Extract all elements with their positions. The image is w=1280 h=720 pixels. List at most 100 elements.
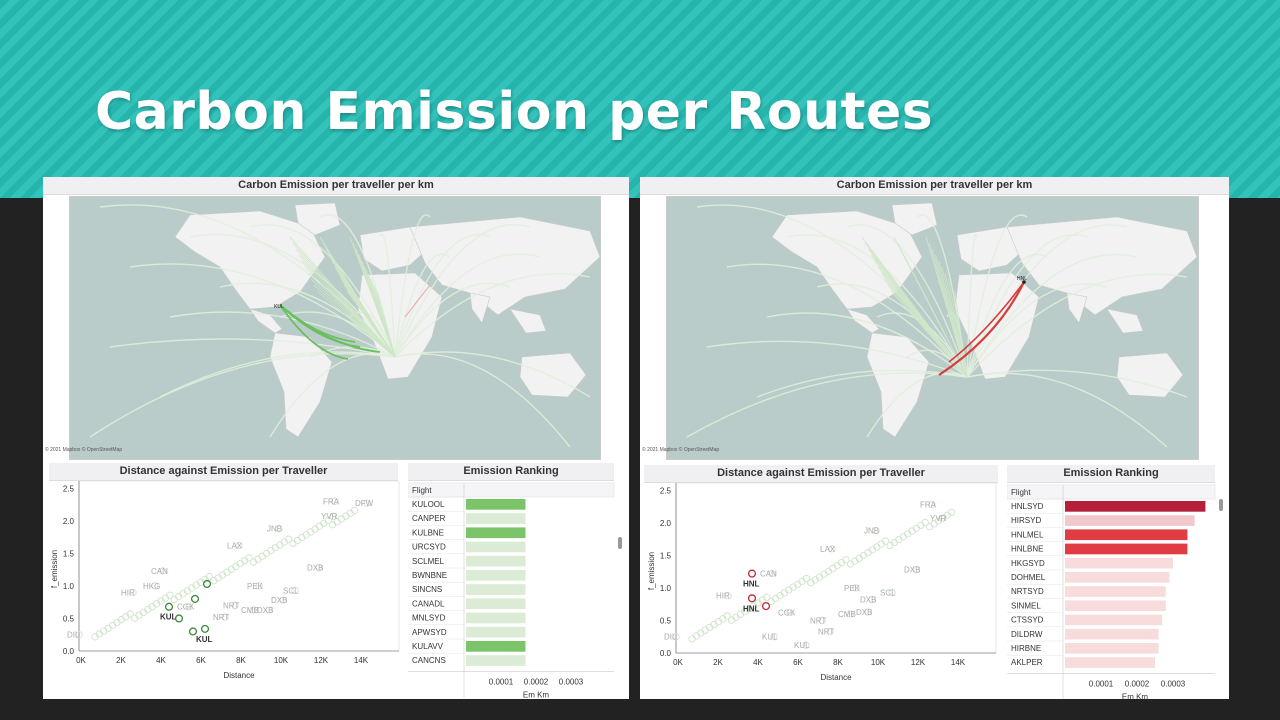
ranking-flight-label: HNLBNE <box>1011 545 1043 554</box>
highlight-route <box>938 281 1025 376</box>
faded-point <box>75 631 83 639</box>
map-attribution: © 2021 Mapbox © OpenStreetMap <box>642 447 720 453</box>
faded-point <box>324 516 332 525</box>
ranking-flight-label: BWNBNE <box>412 571 447 580</box>
route-map[interactable]: HNL <box>666 196 1199 460</box>
ranking-bar <box>466 555 526 567</box>
faded-point <box>249 606 257 614</box>
faded-point-label: HIR <box>716 592 730 601</box>
ranking-flight-label: MNLSYD <box>412 614 446 623</box>
faded-point-label: DFW <box>355 499 374 508</box>
title-banner <box>0 0 1280 198</box>
faded-point <box>770 633 778 641</box>
x-tick-label: 12K <box>911 658 926 667</box>
ranking-x-tick: 0.0003 <box>1161 679 1186 688</box>
highlight-route <box>279 304 349 360</box>
x-tick-label: 8K <box>833 658 843 667</box>
scatter-chart[interactable]: 0.0 0.5 1.0 1.5 2.0 2.5 0K 2K 4K 6K 8K 10K 12K 14K Dis… <box>640 465 1001 701</box>
emission-ranking[interactable]: Emission Ranking Flight HNLSYD HIRSYD HNLME… <box>1006 465 1229 701</box>
faded-point <box>888 588 896 597</box>
ranking-flight-label: KULBNE <box>412 528 444 537</box>
faded-point <box>826 627 834 636</box>
ranking-flight-label: SINCNS <box>412 585 442 594</box>
dashboard-left: Carbon Emission per traveller per km KUL… <box>43 177 629 699</box>
map-title: Carbon Emission per traveller per km <box>640 177 1229 195</box>
ranking-bar <box>466 513 526 524</box>
x-tick-label: 4K <box>156 656 166 665</box>
route-arc <box>686 372 968 438</box>
faded-point <box>129 588 137 597</box>
map-highlight-label: KUL <box>274 304 284 310</box>
x-tick-label: 4K <box>753 658 763 667</box>
faded-point-label: DXB <box>860 596 876 605</box>
landmass-9 <box>519 352 587 398</box>
faded-point-label: DXB <box>856 608 872 617</box>
route-arc <box>394 223 531 358</box>
ranking-flight-label: APWSYD <box>412 628 447 637</box>
x-tick-label: 2K <box>713 658 723 667</box>
x-tick-label: 10K <box>871 658 886 667</box>
emission-ranking[interactable]: Emission Ranking Flight KULOOL CANPER KULBN… <box>407 463 622 699</box>
ranking-flight-label: CANCNS <box>412 656 446 665</box>
ranking-bar <box>466 612 526 624</box>
faded-point-label: NRT <box>223 601 239 610</box>
faded-point-label: KUL <box>762 633 778 642</box>
x-axis-title: Distance <box>820 673 852 682</box>
route-arc <box>269 353 396 438</box>
faded-point <box>842 556 850 564</box>
faded-point <box>723 612 731 620</box>
ranking-flight-label: DOHMEL <box>1011 573 1046 582</box>
route-arc <box>394 353 571 448</box>
route-arc <box>109 338 396 358</box>
faded-point-label: YVR <box>321 512 338 521</box>
faded-point-label: DXB <box>271 596 287 605</box>
faded-point <box>151 582 159 590</box>
ranking-title: Emission Ranking <box>408 463 614 481</box>
scrollbar-thumb <box>1219 499 1223 511</box>
faded-point <box>947 508 956 517</box>
faded-point <box>245 554 253 562</box>
faded-point <box>235 541 243 550</box>
ranking-flight-label: HNLSYD <box>1011 502 1044 511</box>
landmass-6 <box>1006 216 1198 316</box>
y-tick-label: 2.5 <box>660 486 672 495</box>
scatter-svg: 0.0 0.5 1.0 1.5 2.0 2.5 0K 2K 4K 6K 8K 10K 12K 14K Dis… <box>647 482 997 682</box>
route-arc <box>846 224 968 378</box>
landmass-7 <box>1066 292 1088 324</box>
ranking-flight-label: DILDRW <box>1011 630 1043 639</box>
highlight-point <box>747 569 757 578</box>
route-arc <box>129 263 396 358</box>
y-tick-label: 0.5 <box>63 614 75 623</box>
faded-point-label: LAX <box>227 542 243 551</box>
world-map-svg: KUL <box>89 202 600 448</box>
scatter-chart[interactable]: 0.0 0.5 1.0 1.5 2.0 2.5 0K 2K 4K 6K 8K 10K 12K 14K Dis… <box>43 463 404 699</box>
faded-point-label: SCL <box>880 588 896 597</box>
route-arc <box>966 214 1028 378</box>
ranking-col-header: Flight <box>412 486 432 495</box>
ranking-bar <box>466 655 526 666</box>
route-line <box>404 284 431 318</box>
ranking-svg: Flight HNLSYD HIRSYD HNLMEL HNLBNE HKGSYD DOHM… <box>1006 484 1223 701</box>
y-tick-label: 2.0 <box>63 517 75 526</box>
faded-point <box>864 608 872 616</box>
route-arc <box>89 352 396 438</box>
faded-point <box>205 572 214 581</box>
highlight-point <box>174 614 184 623</box>
route-line <box>922 290 968 378</box>
faded-point <box>221 613 229 621</box>
ranking-bar <box>1065 600 1166 612</box>
highlight-point <box>747 594 757 603</box>
route-line <box>346 290 396 358</box>
ranking-bar <box>1065 557 1173 569</box>
y-tick-label: 1.5 <box>660 551 672 560</box>
y-tick-label: 1.5 <box>63 549 75 558</box>
ranking-x-tick: 0.0002 <box>1125 679 1150 688</box>
highlight-point <box>190 594 200 603</box>
landmass-1 <box>891 202 938 236</box>
ranking-bar <box>1065 515 1195 526</box>
route-map[interactable]: KUL <box>69 196 601 460</box>
ranking-flight-label: HIRSYD <box>1011 516 1041 525</box>
x-tick-label: 0K <box>673 658 683 667</box>
faded-point <box>350 506 359 515</box>
faded-point <box>159 567 167 575</box>
